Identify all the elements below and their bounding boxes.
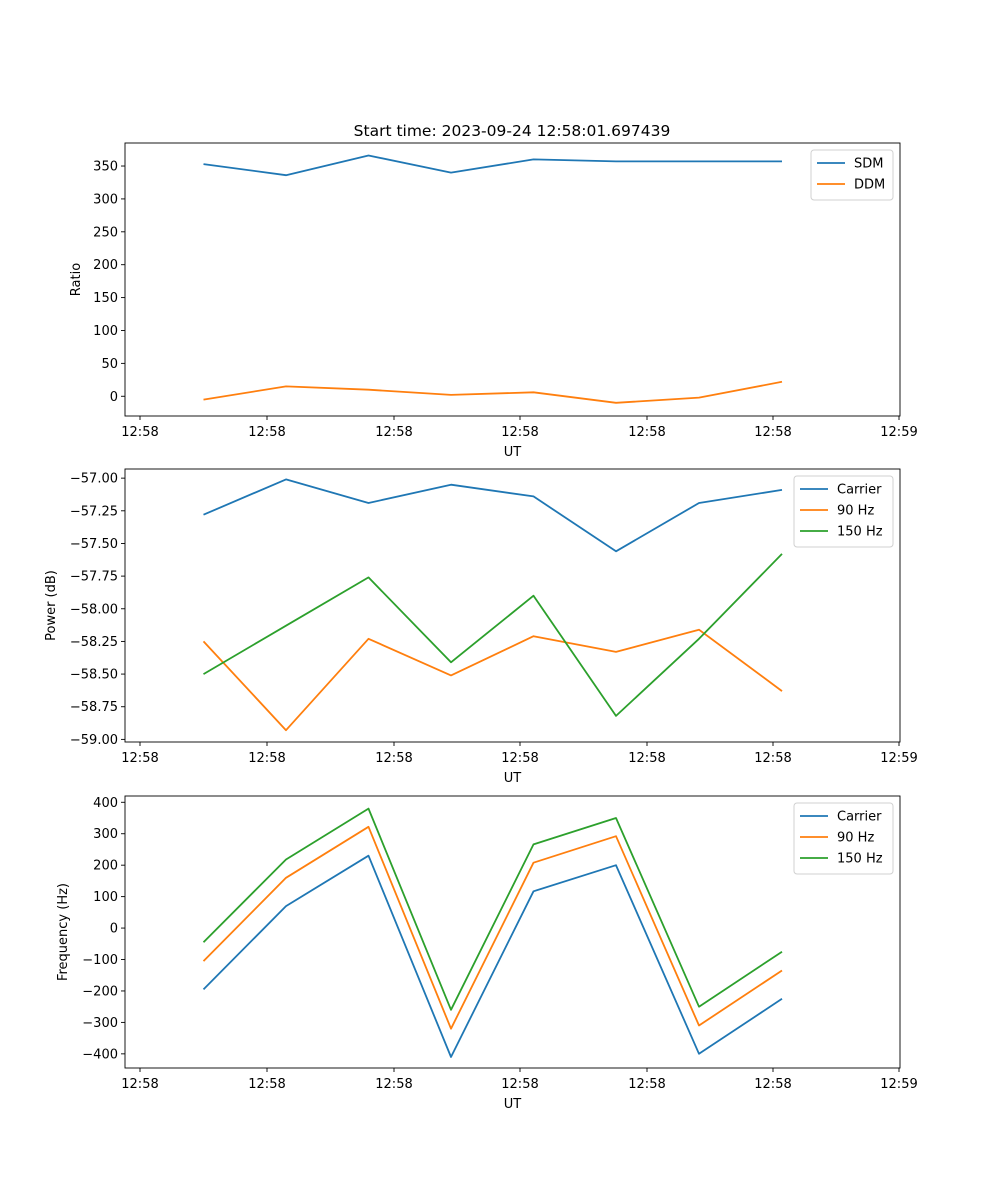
y-tick-label: 100 (93, 324, 118, 339)
frequency-panel: −400 −300 −200 −100 0 100 200 300 400 12:58 12:58 1… (56, 795, 918, 1112)
x-tick-label: 12:58 (121, 751, 158, 766)
x-tick-label: 12:59 (880, 425, 917, 440)
x-axis-label: UT (504, 771, 522, 786)
ratio-panel: 0 50 100 150 200 250 300 350 12:58 12:58 12:58 12:5… (69, 142, 918, 460)
y-tick-label: −400 (82, 1047, 118, 1062)
y-tick-label: −59.00 (70, 733, 118, 748)
y-tick-label: 150 (93, 291, 118, 306)
x-tick-label: 12:58 (375, 425, 412, 440)
legend-label: Carrier (837, 810, 882, 825)
legend-box (793, 802, 894, 875)
series-line-carrier (202, 854, 783, 1058)
y-tick-label: 400 (93, 796, 118, 811)
y-tick-label: −100 (82, 953, 118, 968)
x-tick-label: 12:58 (501, 425, 538, 440)
y-tick-label: 200 (93, 258, 118, 273)
series-line-carrier (203, 478, 783, 553)
chart-title: Start time: 2023-09-24 12:58:01.697439 (354, 122, 671, 140)
y-tick-label: −200 (82, 984, 118, 999)
y-tick-label: 300 (93, 192, 118, 207)
x-tick-label: 12:58 (248, 751, 285, 766)
legend-box (793, 475, 894, 548)
x-tick-label: 12:58 (375, 1077, 412, 1092)
y-tick-label: 0 (110, 390, 118, 405)
x-tick-label: 12:58 (121, 1077, 158, 1092)
axes-frame (124, 142, 901, 417)
x-tick-label: 12:58 (628, 751, 665, 766)
y-tick-label: −58.50 (70, 668, 118, 683)
legend-label: 150 Hz (837, 525, 883, 540)
y-tick-label: −58.00 (70, 602, 118, 617)
y-tick-label: 200 (93, 859, 118, 874)
series-line-150-hz (202, 807, 783, 1011)
y-axis-label: Ratio (69, 263, 84, 296)
y-axis-label: Frequency (Hz) (56, 883, 71, 981)
x-axis-label: UT (504, 1097, 522, 1112)
series-line-90-hz (202, 825, 783, 1030)
y-tick-label: −57.25 (70, 504, 118, 519)
x-tick-label: 12:58 (501, 751, 538, 766)
y-tick-label: 350 (93, 160, 118, 175)
y-tick-label: −300 (82, 1016, 118, 1031)
x-tick-label: 12:58 (501, 1077, 538, 1092)
y-tick-label: 100 (93, 890, 118, 905)
legend-label: SDM (854, 157, 883, 172)
series-line-150-hz (203, 553, 783, 717)
axes-frame (124, 468, 901, 743)
y-tick-label: 300 (93, 827, 118, 842)
power-panel: −57.00 −57.25 −57.50 −57.75 −58.00 −58.25 −58.… (44, 468, 918, 786)
x-tick-label: 12:58 (121, 425, 158, 440)
y-axis-label: Power (dB) (44, 570, 59, 641)
legend-label: 90 Hz (837, 831, 874, 846)
x-tick-label: 12:58 (754, 1077, 791, 1092)
x-tick-label: 12:59 (880, 1077, 917, 1092)
x-tick-label: 12:59 (880, 751, 917, 766)
series-line-ddm (203, 380, 783, 404)
y-tick-label: 250 (93, 225, 118, 240)
y-tick-label: −58.25 (70, 635, 118, 650)
y-tick-label: −57.00 (70, 472, 118, 487)
x-tick-label: 12:58 (628, 1077, 665, 1092)
y-tick-label: 0 (110, 922, 118, 937)
y-tick-label: −57.50 (70, 537, 118, 552)
y-tick-label: −58.75 (70, 700, 118, 715)
legend-label: Carrier (837, 483, 882, 498)
x-axis-label: UT (504, 445, 522, 460)
x-tick-label: 12:58 (754, 751, 791, 766)
x-tick-label: 12:58 (248, 425, 285, 440)
axes-frame (124, 795, 901, 1069)
x-tick-label: 12:58 (375, 751, 412, 766)
y-tick-label: 50 (101, 357, 118, 372)
y-tick-label: −57.75 (70, 570, 118, 585)
legend-label: 90 Hz (837, 504, 874, 519)
legend-label: 150 Hz (837, 852, 883, 867)
legend-label: DDM (854, 178, 885, 193)
x-tick-label: 12:58 (248, 1077, 285, 1092)
series-line-90-hz (202, 628, 783, 732)
x-tick-label: 12:58 (628, 425, 665, 440)
x-tick-label: 12:58 (754, 425, 791, 440)
series-line-sdm (203, 154, 782, 177)
